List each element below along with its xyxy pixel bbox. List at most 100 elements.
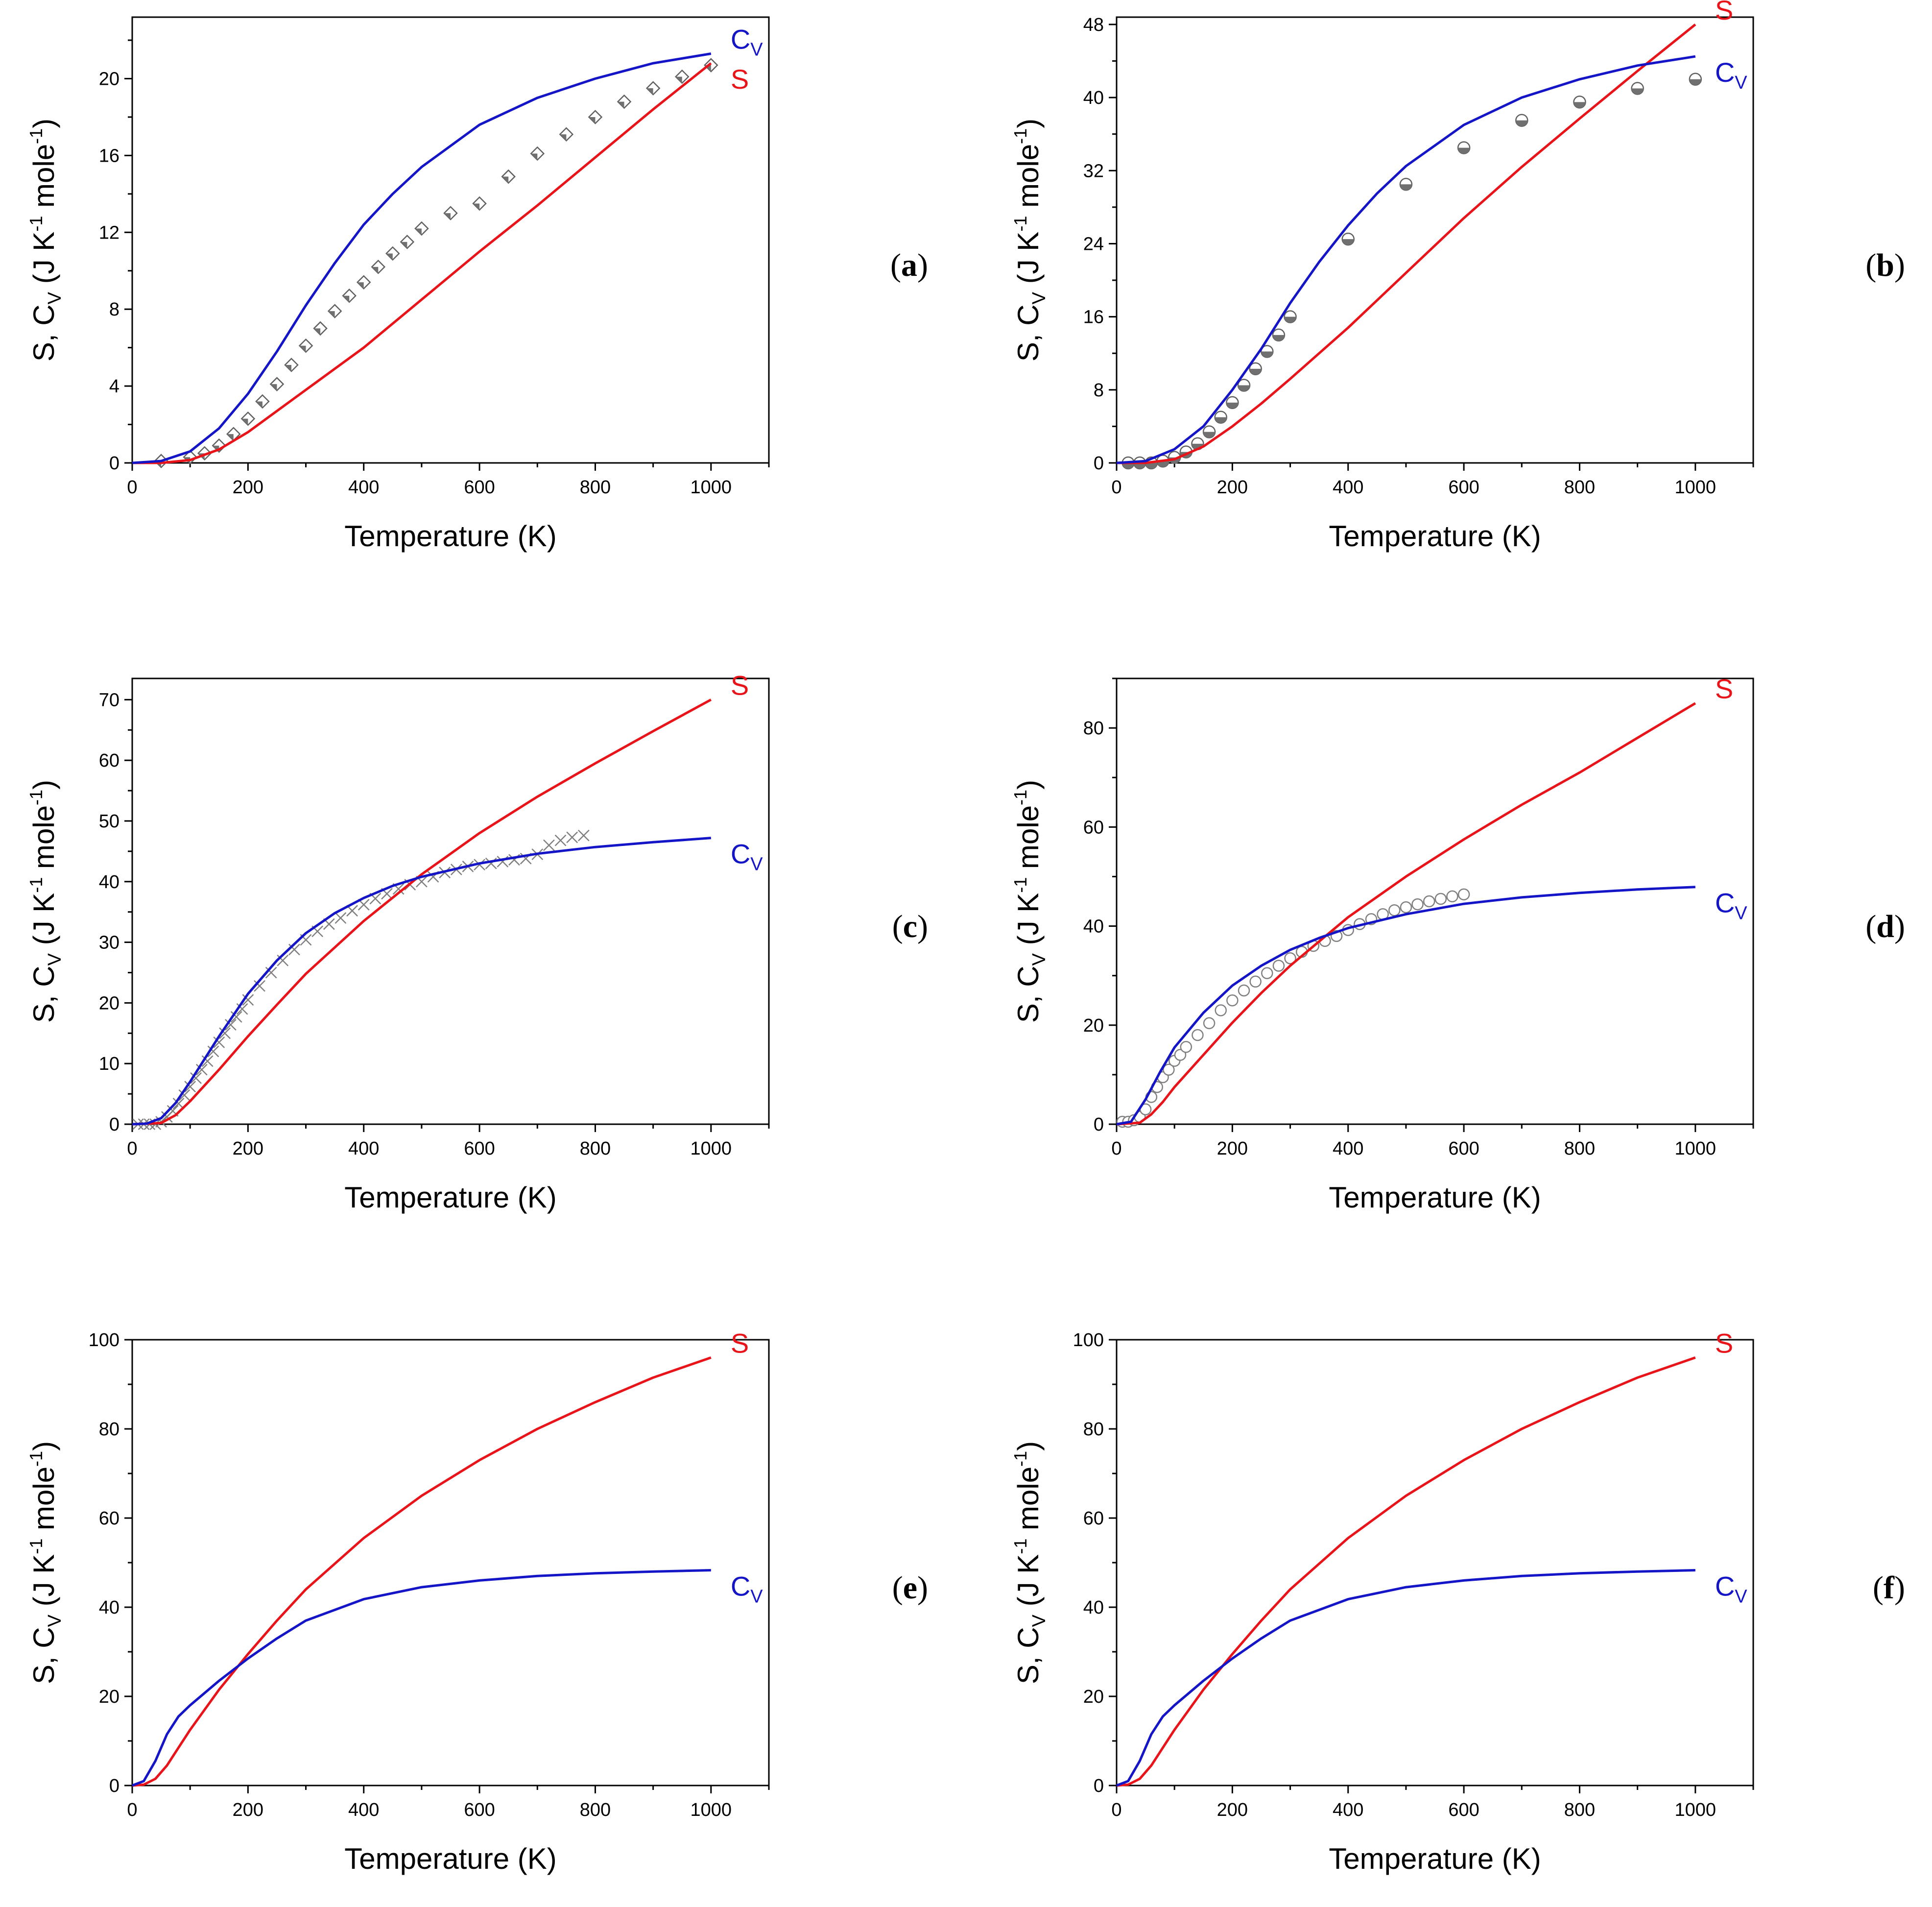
x-tick-label: 800 [1564, 1800, 1595, 1820]
panel-letter: (e) [892, 1570, 928, 1606]
data-point [230, 1011, 242, 1023]
data-point [334, 912, 347, 924]
x-axis-title: Temperature (K) [344, 1181, 556, 1214]
data-point [1261, 967, 1273, 979]
panel-letter: (b) [1865, 247, 1905, 283]
data-point [1180, 1041, 1193, 1053]
data-point-fill [314, 328, 321, 335]
data-point [543, 839, 555, 851]
x-tick-label: 200 [233, 1800, 263, 1820]
heat-capacity-label: CV [731, 839, 763, 875]
y-tick-label: 0 [109, 1114, 119, 1135]
data-point-fill [285, 364, 291, 371]
data-point [178, 1089, 191, 1101]
data-point [213, 1036, 225, 1048]
x-tick-label: 200 [1217, 1138, 1248, 1159]
data-point-fill [1249, 368, 1262, 375]
heat-capacity-curve [132, 837, 711, 1126]
data-point [1446, 890, 1458, 903]
data-point-fill [646, 88, 653, 95]
heat-capacity-label: CV [731, 24, 763, 60]
heat-capacity-curve [132, 1569, 711, 1787]
data-point-fill [1157, 461, 1169, 467]
data-point-fill [270, 384, 277, 391]
y-tick-label: 20 [99, 69, 119, 90]
y-axis-title: S, CV (J K-1 mole-1) [1010, 1441, 1049, 1684]
data-point-fill [357, 282, 364, 289]
entropy-label: S [731, 670, 749, 700]
panel-letter: (a) [890, 247, 928, 283]
data-point-fill [415, 228, 422, 235]
data-point [566, 831, 578, 844]
data-point [236, 1003, 248, 1015]
data-point-fill [401, 241, 407, 248]
x-tick-label: 200 [1217, 1800, 1248, 1820]
y-tick-label: 0 [1094, 453, 1104, 474]
x-tick-label: 1000 [1675, 1138, 1717, 1159]
y-tick-label: 24 [1083, 234, 1104, 254]
y-tick-label: 80 [99, 1419, 119, 1440]
entropy-label: S [731, 64, 749, 95]
data-point-fill [1238, 385, 1250, 391]
data-point-fill [343, 295, 350, 302]
y-axis-title: S, CV (J K-1 mole-1) [1010, 119, 1049, 362]
data-point [1411, 898, 1424, 911]
y-tick-label: 100 [89, 1330, 119, 1351]
data-point-fill [589, 117, 596, 123]
x-tick-label: 800 [1564, 1138, 1595, 1159]
entropy-curve [132, 62, 712, 464]
y-tick-label: 20 [1083, 1015, 1104, 1036]
panel-letter: (d) [1865, 909, 1905, 944]
heat-capacity-curve [132, 52, 712, 464]
y-tick-label: 32 [1083, 161, 1104, 181]
x-tick-label: 200 [1217, 477, 1248, 498]
x-tick-label: 600 [464, 477, 495, 498]
data-point [288, 943, 300, 956]
x-tick-label: 1000 [691, 477, 732, 498]
plot-frame [1116, 677, 1754, 1125]
data-point [577, 829, 590, 842]
panel-d: 0 200 400 600 800 1000 0 20 40 60 80 Temperature (K… [1010, 674, 1905, 1214]
data-point-fill [560, 134, 567, 141]
entropy-label: S [1715, 1328, 1733, 1358]
y-tick-label: 40 [1083, 917, 1104, 937]
x-tick-label: 800 [580, 1800, 611, 1820]
data-point [201, 1055, 214, 1067]
x-tick-label: 800 [580, 1138, 611, 1159]
y-tick-label: 8 [1094, 380, 1104, 401]
data-point-fill [1272, 335, 1285, 341]
y-tick-label: 10 [99, 1054, 119, 1074]
x-tick-label: 1000 [1675, 477, 1717, 498]
data-point [1163, 1063, 1175, 1076]
y-axis-title: S, CV (J K-1 mole-1) [26, 1441, 65, 1684]
data-point-fill [241, 418, 248, 425]
entropy-label: S [1715, 674, 1733, 704]
y-tick-label: 20 [99, 993, 119, 1014]
y-tick-label: 60 [99, 750, 119, 771]
y-tick-label: 20 [1083, 1687, 1104, 1707]
x-tick-label: 200 [233, 1138, 263, 1159]
data-point-fill [1215, 417, 1227, 423]
data-point [554, 834, 567, 846]
y-tick-label: 40 [1083, 1597, 1104, 1618]
data-point [242, 994, 254, 1006]
data-point-fill [1261, 351, 1273, 358]
y-tick-label: 40 [1083, 88, 1104, 108]
data-point-fill [444, 213, 451, 220]
data-point-fill [618, 101, 624, 108]
x-tick-label: 400 [348, 477, 379, 498]
data-point-fill [1574, 102, 1586, 108]
data-point [1238, 984, 1250, 997]
data-points [1121, 72, 1702, 470]
y-axis-title: S, CV (J K-1 mole-1) [26, 119, 65, 362]
data-point-fill [328, 311, 335, 318]
data-point [1203, 1017, 1216, 1029]
y-tick-label: 80 [1083, 1419, 1104, 1440]
data-point-fill [1458, 147, 1470, 154]
x-tick-label: 0 [1111, 477, 1121, 498]
entropy-label: S [731, 1328, 749, 1358]
y-tick-label: 0 [109, 1776, 119, 1796]
data-point-fill [1400, 184, 1412, 191]
heat-capacity-curve [1116, 886, 1695, 1126]
data-point [254, 980, 265, 992]
